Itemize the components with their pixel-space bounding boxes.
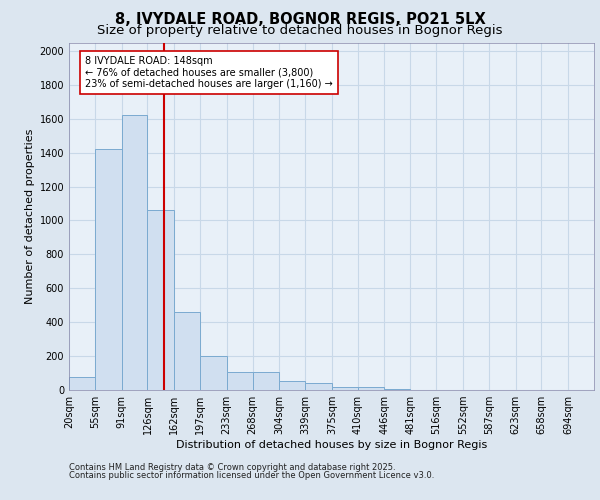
Y-axis label: Number of detached properties: Number of detached properties xyxy=(25,128,35,304)
Bar xyxy=(305,383,332,390)
Bar xyxy=(69,378,95,390)
Bar xyxy=(253,372,279,390)
Bar xyxy=(332,386,358,390)
Text: 8, IVYDALE ROAD, BOGNOR REGIS, PO21 5LX: 8, IVYDALE ROAD, BOGNOR REGIS, PO21 5LX xyxy=(115,12,485,28)
Text: Contains HM Land Registry data © Crown copyright and database right 2025.: Contains HM Land Registry data © Crown c… xyxy=(69,462,395,471)
Text: Contains public sector information licensed under the Open Government Licence v3: Contains public sector information licen… xyxy=(69,472,434,480)
Bar xyxy=(358,386,385,390)
Bar xyxy=(279,380,305,390)
Text: Size of property relative to detached houses in Bognor Regis: Size of property relative to detached ho… xyxy=(97,24,503,37)
Bar xyxy=(174,312,200,390)
Bar xyxy=(148,210,174,390)
X-axis label: Distribution of detached houses by size in Bognor Regis: Distribution of detached houses by size … xyxy=(176,440,487,450)
Bar xyxy=(200,356,227,390)
Text: 8 IVYDALE ROAD: 148sqm
← 76% of detached houses are smaller (3,800)
23% of semi-: 8 IVYDALE ROAD: 148sqm ← 76% of detached… xyxy=(85,56,333,90)
Bar xyxy=(122,116,148,390)
Bar xyxy=(227,372,253,390)
Bar xyxy=(95,150,122,390)
Bar xyxy=(385,388,410,390)
